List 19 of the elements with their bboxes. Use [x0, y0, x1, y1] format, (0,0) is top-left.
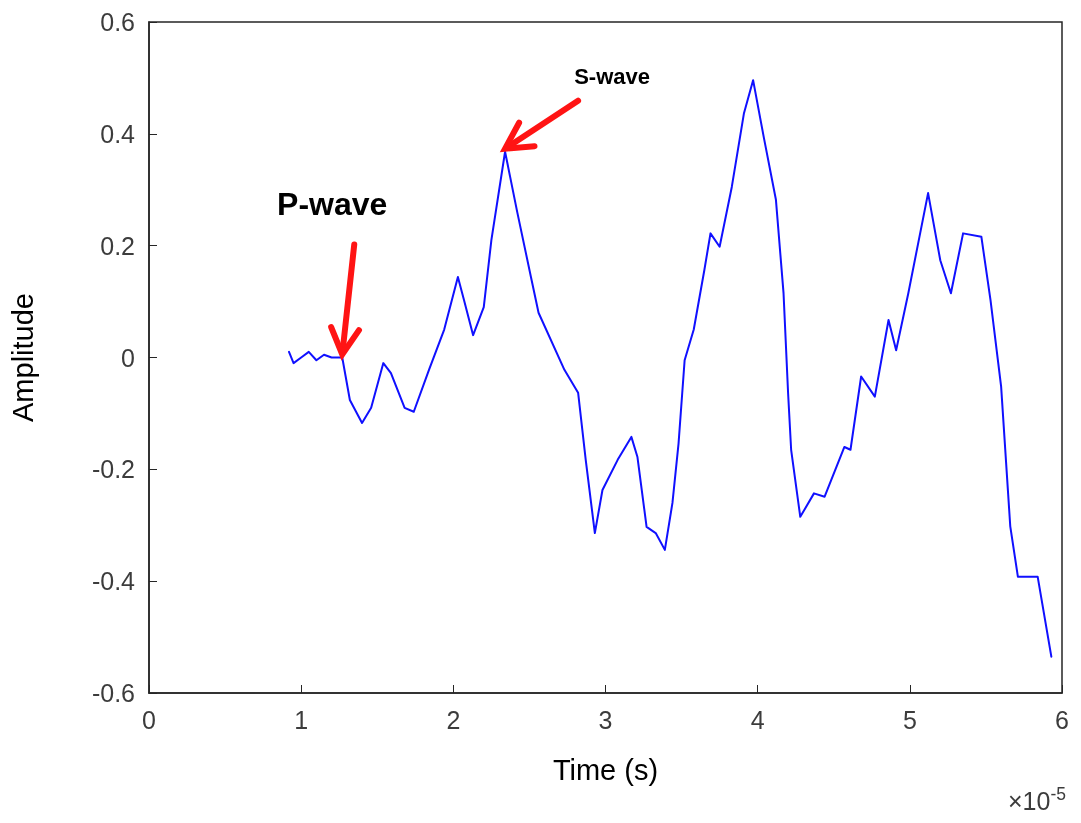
x-tick-label: 2 — [446, 705, 461, 734]
annotation: P-wave — [277, 185, 388, 222]
x-tick-label: 3 — [598, 705, 613, 734]
x-tick-label: 5 — [902, 705, 917, 734]
y-tick-label: 0.4 — [100, 119, 136, 148]
y-tick-label: -0.4 — [91, 567, 136, 596]
y-tick-label: 0.2 — [100, 231, 135, 260]
text: ×10$^{-5}$ — [1008, 784, 1066, 815]
x-tick-label: 4 — [750, 705, 765, 734]
x-axis-title: Time (s) — [552, 753, 659, 786]
x-tick-label: 1 — [294, 705, 309, 734]
y-tick-label: -0.2 — [91, 455, 135, 484]
x-tick-label: 6 — [1055, 705, 1069, 734]
annotation: S-wave — [574, 63, 650, 89]
y-tick-label: -0.6 — [91, 679, 135, 707]
y-tick-label: 0 — [121, 343, 135, 372]
y-axis-title: Amplitude — [6, 293, 39, 422]
x-tick-label: 0 — [142, 705, 156, 734]
y-tick-label: 0.6 — [100, 8, 135, 36]
